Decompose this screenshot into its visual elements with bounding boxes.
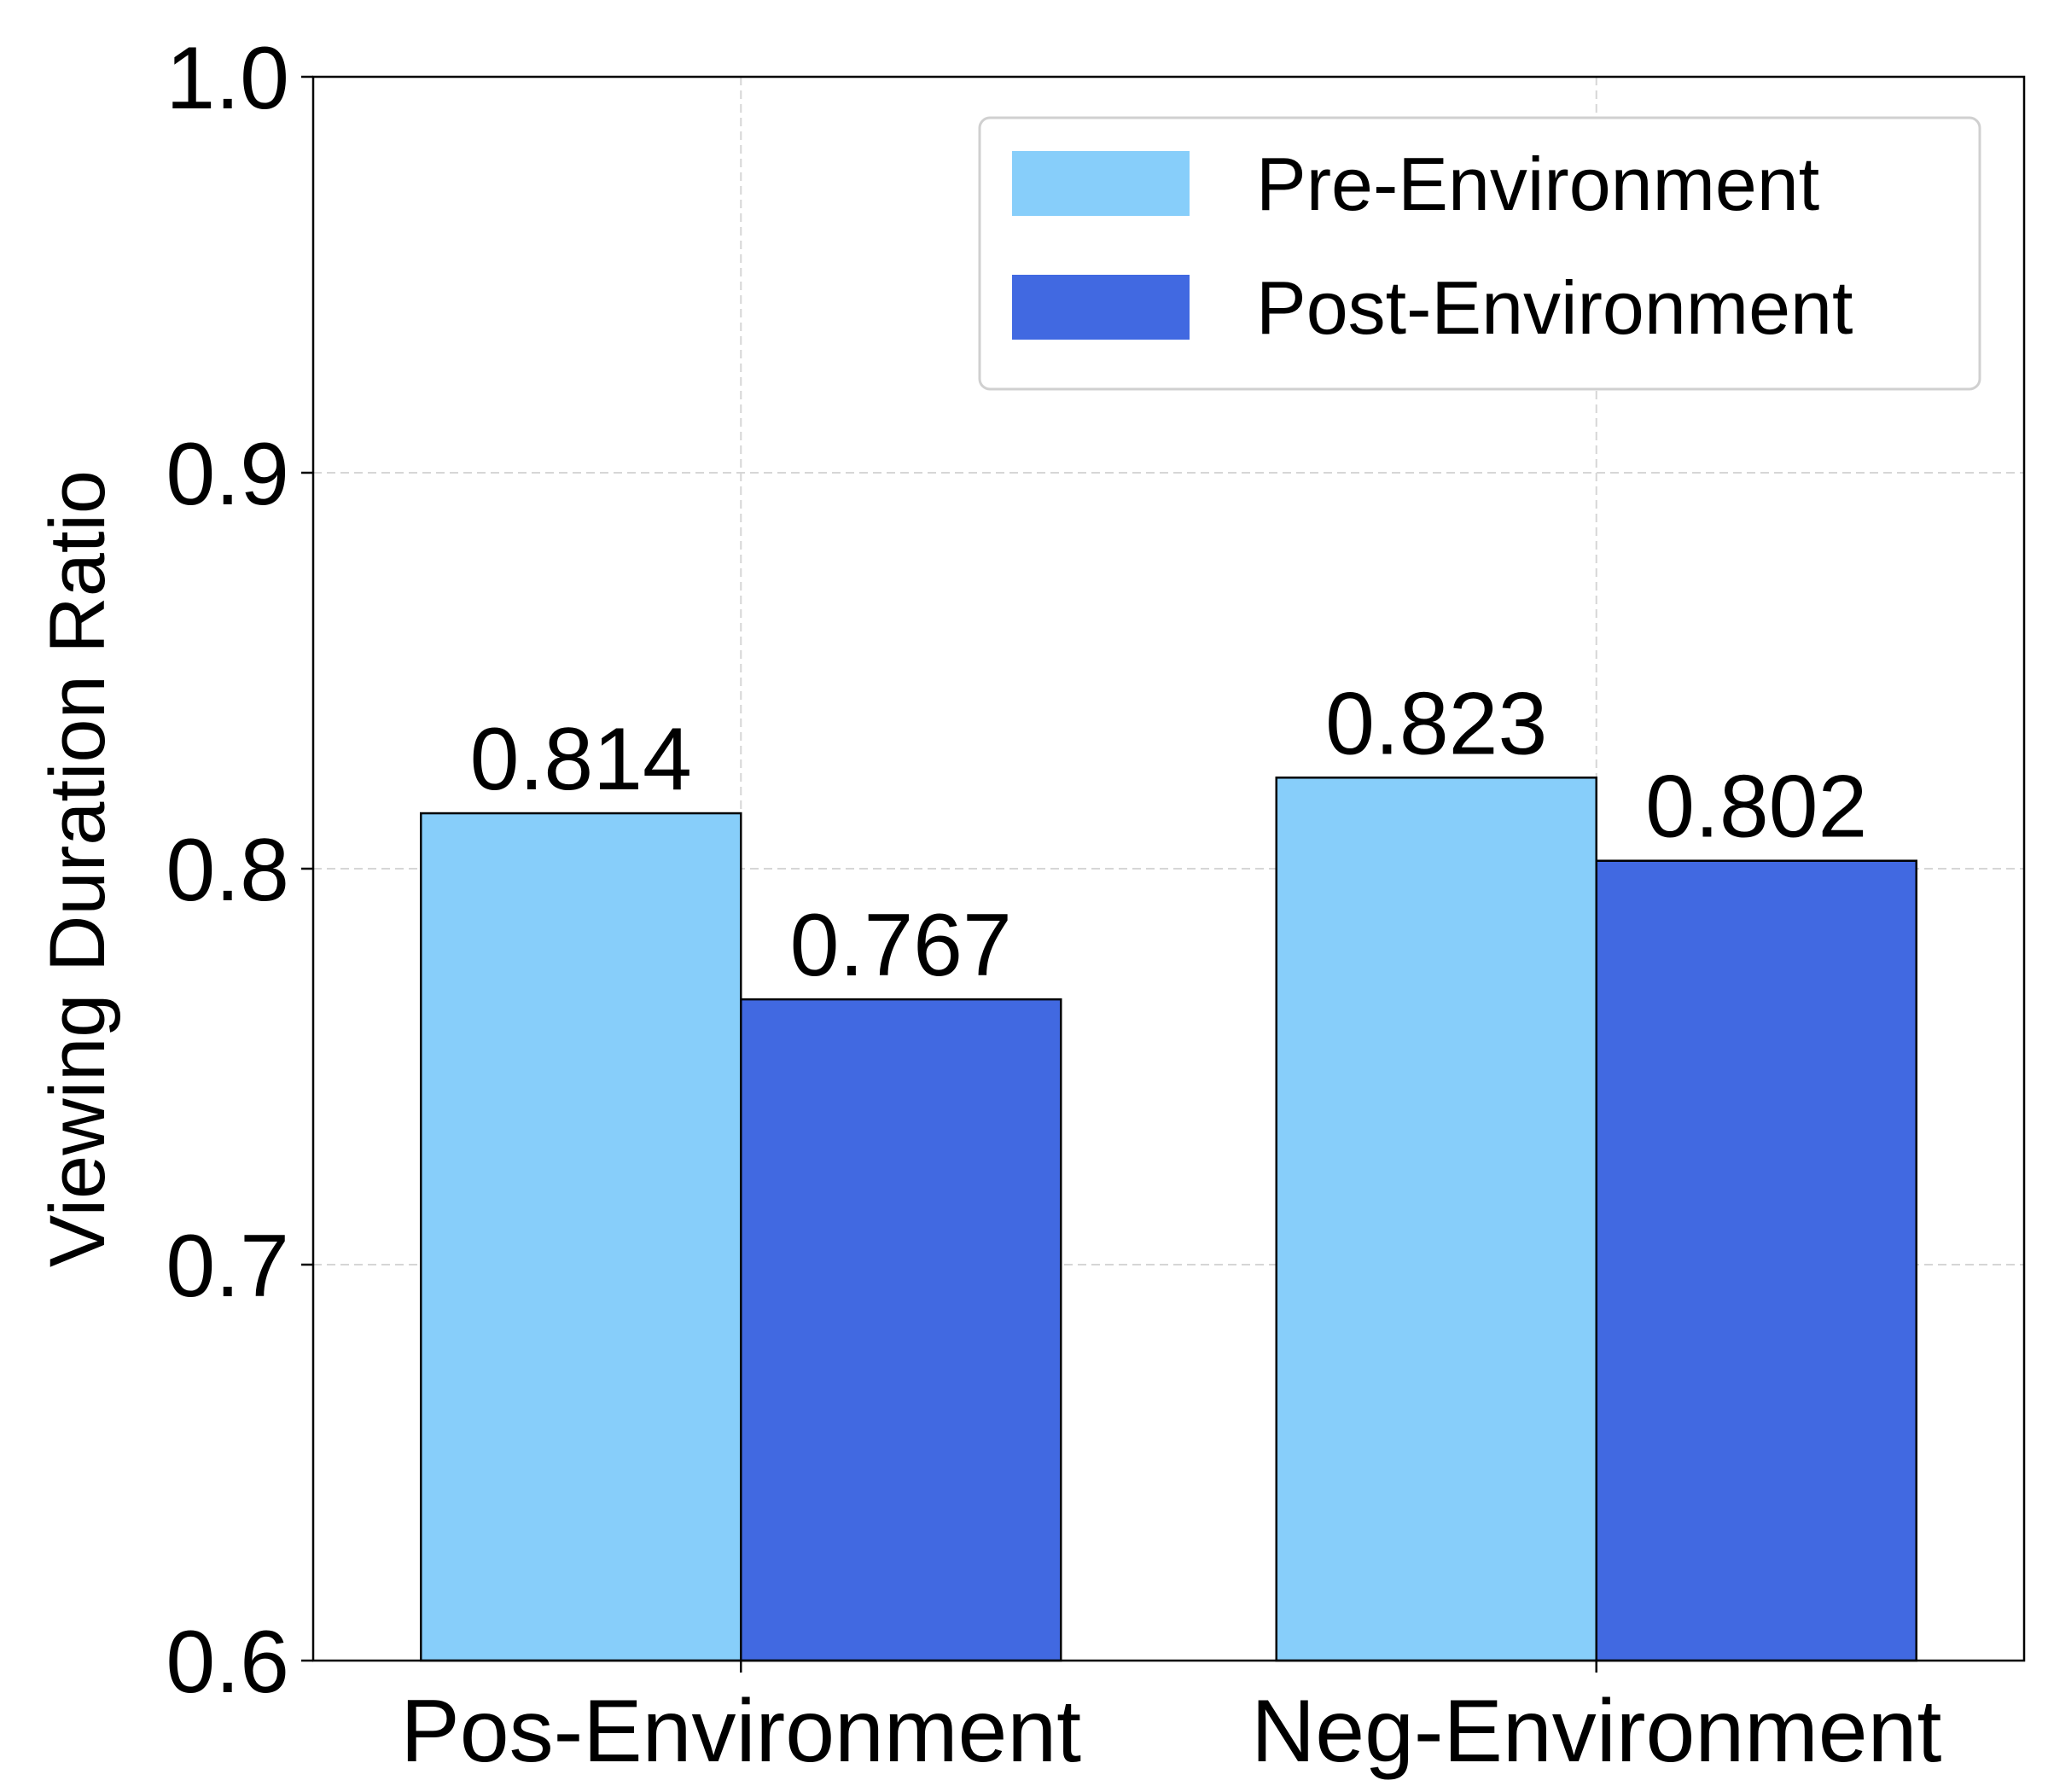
legend-swatch-post-environment (1012, 275, 1190, 340)
y-axis-ticks: 0.6 0.7 0.8 0.9 1.0 (166, 29, 313, 1712)
x-axis-ticks: Pos-Environment Neg-Environment (400, 1661, 1941, 1781)
x-tick-label-neg-environment: Neg-Environment (1251, 1682, 1941, 1781)
bar-post-environment-neg-environment (1595, 859, 1917, 1662)
value-labels: 0.814 0.767 0.823 0.802 (470, 674, 1868, 995)
value-label-pre-environment-neg-environment: 0.823 (1325, 674, 1547, 773)
y-tick-label: 1.0 (166, 29, 289, 128)
legend-swatch-pre-environment (1012, 151, 1190, 216)
legend-box (978, 116, 1981, 391)
legend: Pre-Environment Post-Environment (978, 116, 1981, 391)
legend-label-pre-environment: Pre-Environment (1256, 142, 1819, 226)
y-axis-label: Viewing Duration Ratio (34, 470, 121, 1267)
y-tick-label: 0.6 (166, 1613, 289, 1712)
value-label-post-environment-pos-environment: 0.767 (790, 896, 1012, 995)
value-label-pre-environment-pos-environment: 0.814 (470, 710, 692, 809)
value-label-post-environment-neg-environment: 0.802 (1645, 758, 1867, 857)
y-tick-label: 0.7 (166, 1217, 289, 1316)
y-tick-label: 0.9 (166, 425, 289, 524)
x-tick-label-pos-environment: Pos-Environment (400, 1682, 1081, 1781)
bars (420, 777, 1917, 1662)
legend-label-post-environment: Post-Environment (1256, 265, 1853, 350)
bar-pre-environment-neg-environment (1275, 777, 1597, 1662)
bar-pre-environment-pos-environment (420, 812, 742, 1662)
y-tick-label: 0.8 (166, 821, 289, 920)
bar-post-environment-pos-environment (740, 998, 1062, 1662)
